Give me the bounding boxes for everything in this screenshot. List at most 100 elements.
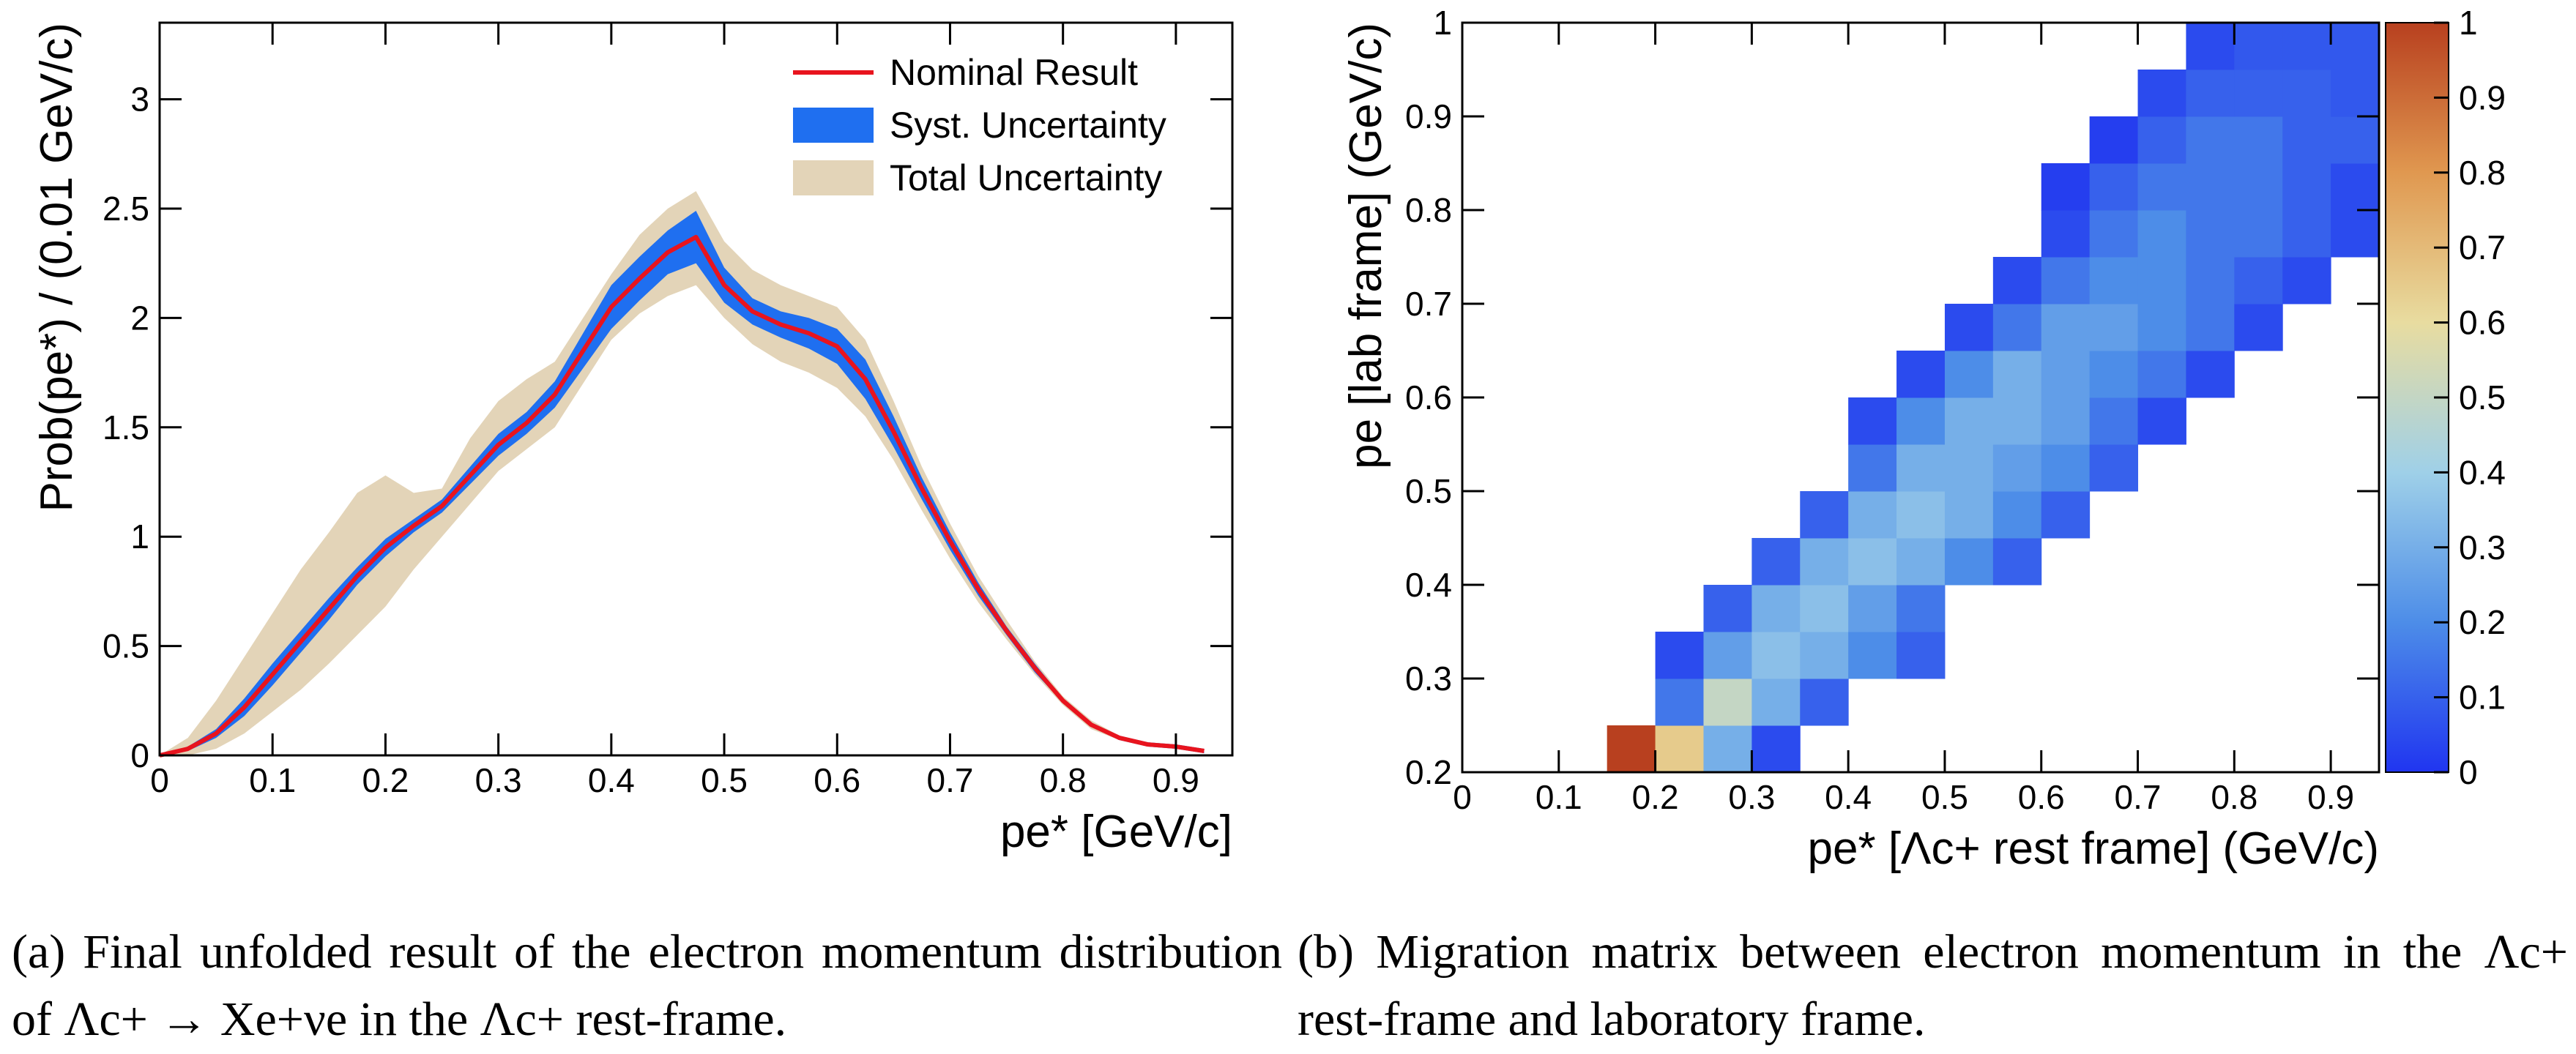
- colorbar-tick-label: 0.7: [2459, 228, 2506, 266]
- colorbar-tick-label: 0.9: [2459, 78, 2506, 116]
- legend-swatch: [793, 160, 874, 195]
- heatmap-cell: [2331, 116, 2380, 164]
- x-tick-label: 0: [150, 761, 169, 799]
- x-tick-label: 0.6: [814, 761, 860, 799]
- heatmap-cell: [2089, 351, 2139, 398]
- x-tick-label: 0.7: [2115, 778, 2162, 816]
- heatmap-cell: [1800, 538, 1849, 586]
- heatmap-cell: [1800, 491, 1849, 539]
- x-tick-label: 0.2: [1632, 778, 1679, 816]
- y-tick-label: 0.5: [103, 627, 149, 665]
- y-tick-label: 1: [130, 517, 149, 556]
- heatmap-cell: [1992, 304, 2042, 351]
- x-tick-label: 0: [1453, 778, 1472, 816]
- heatmap-cell: [1896, 444, 1946, 492]
- y-tick-label: 2: [130, 299, 149, 337]
- heatmap-cell: [2137, 397, 2186, 445]
- heatmap-cell: [2041, 304, 2091, 351]
- colorbar-tick-label: 1: [2459, 4, 2478, 42]
- heatmap-cell: [1848, 444, 1897, 492]
- x-tick-label: 0.5: [1921, 778, 1968, 816]
- y-axis-title: Prob(pe*) / (0.01 GeV/c): [31, 23, 82, 512]
- heatmap-cell: [1848, 585, 1897, 632]
- heatmap-cell: [2089, 397, 2139, 445]
- heatmap-cell: [2041, 444, 2091, 492]
- heatmap-cell: [1800, 679, 1849, 726]
- legend-label: Total Uncertainty: [890, 157, 1162, 198]
- heatmap-cell: [2186, 163, 2235, 211]
- heatmap-cell: [2089, 163, 2139, 211]
- heatmap-cell: [2041, 491, 2091, 539]
- y-tick-label: 1.5: [103, 408, 149, 446]
- nominal-line: [159, 234, 1205, 758]
- heatmap-cell: [1607, 725, 1656, 773]
- heatmap-cell: [2137, 304, 2186, 351]
- y-tick-label: 3: [130, 81, 149, 119]
- heatmap-cell: [2282, 116, 2331, 164]
- heatmap-cell: [1655, 632, 1704, 679]
- heatmap-cell: [2089, 210, 2139, 258]
- heatmap-cell: [1896, 351, 1946, 398]
- heatmap-cell: [1992, 397, 2042, 445]
- y-tick-label: 0.5: [1405, 472, 1452, 510]
- heatmap-cell: [1800, 585, 1849, 632]
- heatmap-cell: [1944, 491, 1994, 539]
- heatmap-cell: [1703, 679, 1752, 726]
- heatmap-cell: [1992, 491, 2042, 539]
- heatmap-cell: [2234, 23, 2283, 70]
- x-tick-label: 0.6: [2018, 778, 2065, 816]
- y-tick-label: 0.4: [1405, 566, 1452, 604]
- y-tick-label: 0.9: [1405, 97, 1452, 135]
- heatmap-cell: [1703, 725, 1752, 773]
- heatmap-cell: [1703, 632, 1752, 679]
- x-tick-label: 0.1: [249, 761, 296, 799]
- heatmap-cell: [2331, 23, 2380, 70]
- legend-swatch: [793, 108, 874, 143]
- heatmap-cell: [1944, 304, 1994, 351]
- heatmap-cell: [1848, 632, 1897, 679]
- heatmap-cell: [1944, 397, 1994, 445]
- colorbar-tick-label: 0.6: [2459, 304, 2506, 342]
- heatmap-cell: [2331, 163, 2380, 211]
- heatmap-cell: [2137, 70, 2186, 117]
- heatmap-cell: [2186, 23, 2235, 70]
- plot-frame: [158, 21, 1234, 757]
- heatmap-cell: [2137, 210, 2186, 258]
- y-tick-label: 0.8: [1405, 191, 1452, 229]
- colorbar-tick-label: 0.2: [2459, 603, 2506, 641]
- heatmap-cell: [2137, 116, 2186, 164]
- heatmap-cell: [2282, 23, 2331, 70]
- heatmap-cell: [1848, 397, 1897, 445]
- heatmap-cell: [2041, 351, 2091, 398]
- heatmap-cell: [2137, 351, 2186, 398]
- heatmap-cell: [1944, 444, 1994, 492]
- y-tick-label: 0.2: [1405, 753, 1452, 791]
- x-tick-label: 0.8: [1040, 761, 1087, 799]
- heatmap-cell: [2234, 163, 2283, 211]
- heatmap-cell: [2089, 304, 2139, 351]
- colorbar-tick-label: 0.4: [2459, 453, 2506, 491]
- heatmap-cell: [2186, 116, 2235, 164]
- heatmap-cell: [2041, 257, 2091, 304]
- heatmap-cell: [2089, 257, 2139, 304]
- y-tick-label: 0: [130, 736, 149, 774]
- x-axis-title: pe* [Λc+ rest frame] (GeV/c): [1808, 823, 2379, 874]
- heatmap-cell: [1752, 679, 1801, 726]
- legend-label: Nominal Result: [890, 52, 1138, 93]
- y-tick-label: 0.6: [1405, 378, 1452, 416]
- y-tick-label: 1: [1433, 4, 1452, 42]
- heatmap-cell: [1896, 397, 1946, 445]
- x-tick-label: 0.1: [1535, 778, 1582, 816]
- y-axis-title: pe [lab frame] (GeV/c): [1341, 23, 1391, 469]
- heatmap-cell: [2282, 163, 2331, 211]
- heatmap-cell: [2186, 210, 2235, 258]
- heatmap-cell: [2186, 70, 2235, 117]
- legend-label: Syst. Uncertainty: [890, 105, 1166, 146]
- heatmap-cell: [1992, 351, 2042, 398]
- heatmap-cell: [1703, 585, 1752, 632]
- caption: (a) Final unfolded result of the electro…: [12, 925, 1282, 1046]
- heatmap-cell: [2234, 304, 2283, 351]
- y-tick-label: 2.5: [103, 190, 149, 228]
- heatmap-cell: [2186, 351, 2235, 398]
